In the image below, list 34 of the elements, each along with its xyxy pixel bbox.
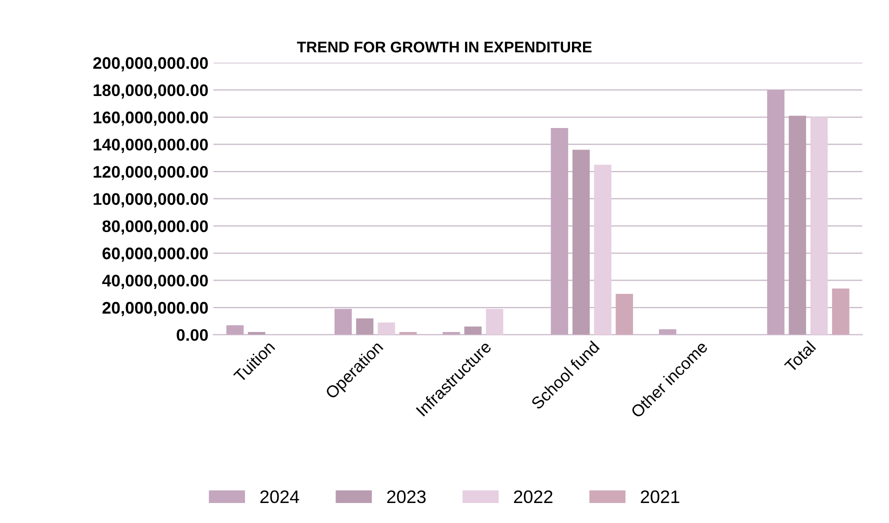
bar (616, 294, 634, 335)
y-tick-label: 140,000,000.00 (94, 138, 208, 153)
bar (550, 128, 568, 335)
y-tick-label: 0.00 (176, 329, 208, 341)
bar (464, 326, 482, 335)
bar (356, 318, 374, 335)
y-tick-label: 160,000,000.00 (94, 112, 208, 126)
bar (767, 90, 784, 335)
y-tick-label: 20,000,000.00 (102, 302, 208, 316)
bar (442, 332, 460, 335)
bar (832, 288, 850, 335)
bar (788, 116, 806, 335)
bar (594, 164, 612, 335)
bar (810, 117, 828, 335)
y-tick-label: 40,000,000.00 (102, 274, 208, 289)
chart-title: TREND FOR GROWTH IN EXPENDITURE (296, 42, 592, 52)
bar (572, 150, 590, 335)
bar (486, 308, 504, 335)
y-tick-label: 200,000,000.00 (93, 57, 208, 72)
legend-label: 2022 (514, 490, 552, 504)
y-tick-label: 60,000,000.00 (102, 248, 208, 262)
bar (226, 325, 244, 335)
y-tick-label: 180,000,000.00 (94, 84, 208, 99)
y-tick-label: 80,000,000.00 (102, 220, 208, 235)
legend-label: 2021 (640, 490, 680, 504)
bar (248, 332, 266, 335)
bar (378, 322, 396, 335)
bar (334, 308, 352, 335)
y-tick-label: 120,000,000.00 (94, 166, 208, 180)
legend-label: 2024 (260, 490, 300, 504)
bar (399, 332, 417, 335)
legend-label: 2023 (387, 490, 426, 504)
y-tick-label: 100,000,000.00 (94, 193, 208, 208)
bar (658, 329, 676, 335)
